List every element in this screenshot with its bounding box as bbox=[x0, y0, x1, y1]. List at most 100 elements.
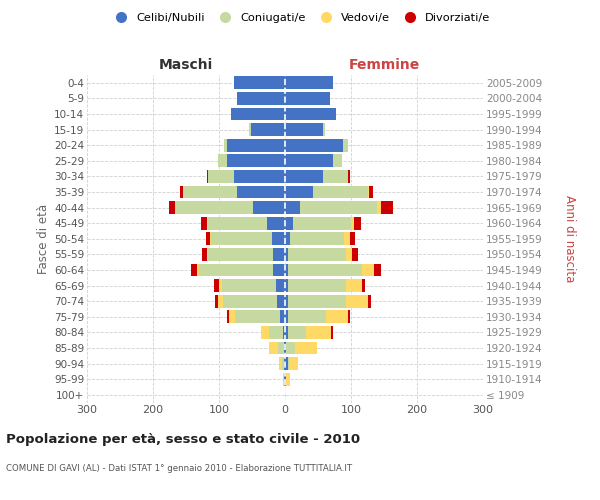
Bar bbox=[285, 232, 290, 245]
Bar bbox=[344, 232, 350, 245]
Bar bbox=[269, 342, 278, 354]
Bar bbox=[351, 217, 355, 230]
Bar bbox=[283, 326, 285, 338]
Bar bbox=[229, 310, 235, 323]
Text: Popolazione per età, sesso e stato civile - 2010: Popolazione per età, sesso e stato civil… bbox=[6, 432, 360, 446]
Bar bbox=[184, 186, 238, 198]
Bar bbox=[191, 264, 197, 276]
Bar bbox=[346, 279, 362, 292]
Y-axis label: Fasce di età: Fasce di età bbox=[37, 204, 50, 274]
Bar bbox=[381, 201, 392, 214]
Bar bbox=[368, 186, 370, 198]
Bar bbox=[287, 310, 326, 323]
Bar bbox=[355, 217, 361, 230]
Bar bbox=[208, 248, 273, 260]
Bar bbox=[224, 139, 227, 151]
Bar bbox=[285, 92, 330, 105]
Bar bbox=[289, 279, 346, 292]
Bar bbox=[285, 108, 337, 120]
Bar bbox=[235, 310, 280, 323]
Bar bbox=[210, 232, 211, 245]
Bar bbox=[331, 326, 332, 338]
Bar bbox=[238, 186, 285, 198]
Bar bbox=[350, 232, 355, 245]
Bar bbox=[346, 248, 352, 260]
Bar bbox=[285, 279, 289, 292]
Bar bbox=[362, 264, 374, 276]
Bar bbox=[208, 217, 266, 230]
Bar bbox=[260, 326, 261, 338]
Bar bbox=[284, 342, 285, 354]
Bar bbox=[285, 139, 343, 151]
Bar bbox=[374, 264, 381, 276]
Bar bbox=[285, 388, 286, 401]
Bar bbox=[269, 326, 283, 338]
Bar bbox=[280, 310, 285, 323]
Bar bbox=[285, 310, 287, 323]
Bar bbox=[273, 264, 285, 276]
Bar bbox=[285, 201, 299, 214]
Bar bbox=[251, 123, 285, 136]
Bar bbox=[180, 186, 184, 198]
Bar bbox=[253, 201, 285, 214]
Bar bbox=[169, 201, 175, 214]
Bar bbox=[278, 342, 284, 354]
Bar bbox=[218, 154, 227, 167]
Bar bbox=[266, 217, 285, 230]
Bar bbox=[286, 342, 295, 354]
Bar bbox=[285, 76, 332, 89]
Bar bbox=[323, 170, 349, 183]
Bar bbox=[227, 310, 229, 323]
Bar bbox=[332, 154, 342, 167]
Bar bbox=[343, 139, 349, 151]
Bar bbox=[202, 248, 207, 260]
Bar bbox=[349, 170, 350, 183]
Bar bbox=[323, 123, 325, 136]
Bar bbox=[207, 248, 208, 260]
Bar bbox=[295, 342, 317, 354]
Bar bbox=[279, 357, 282, 370]
Bar bbox=[223, 294, 277, 308]
Bar bbox=[233, 170, 285, 183]
Bar bbox=[207, 170, 208, 183]
Bar bbox=[285, 372, 286, 386]
Bar bbox=[287, 357, 289, 370]
Bar bbox=[284, 372, 285, 386]
Bar bbox=[285, 217, 293, 230]
Bar bbox=[346, 294, 368, 308]
Text: Femmine: Femmine bbox=[349, 58, 419, 72]
Bar bbox=[289, 294, 346, 308]
Bar bbox=[289, 248, 346, 260]
Bar bbox=[352, 248, 358, 260]
Bar bbox=[285, 294, 289, 308]
Bar bbox=[284, 357, 285, 370]
Bar bbox=[368, 294, 371, 308]
Bar bbox=[285, 357, 287, 370]
Bar bbox=[175, 201, 253, 214]
Bar bbox=[218, 294, 223, 308]
Bar bbox=[286, 372, 290, 386]
Bar bbox=[283, 372, 284, 386]
Bar bbox=[219, 279, 223, 292]
Legend: Celibi/Nubili, Coniugati/e, Vedovi/e, Divorziati/e: Celibi/Nubili, Coniugati/e, Vedovi/e, Di… bbox=[106, 8, 494, 28]
Bar bbox=[197, 264, 199, 276]
Bar bbox=[215, 294, 218, 308]
Bar bbox=[238, 92, 285, 105]
Bar bbox=[285, 326, 287, 338]
Bar bbox=[200, 217, 207, 230]
Y-axis label: Anni di nascita: Anni di nascita bbox=[563, 195, 577, 282]
Bar bbox=[208, 170, 233, 183]
Bar bbox=[207, 217, 208, 230]
Bar bbox=[285, 248, 289, 260]
Bar bbox=[289, 264, 362, 276]
Bar bbox=[214, 279, 219, 292]
Bar bbox=[273, 248, 285, 260]
Bar bbox=[362, 279, 365, 292]
Bar bbox=[250, 123, 251, 136]
Bar bbox=[233, 76, 285, 89]
Bar bbox=[199, 264, 273, 276]
Bar bbox=[277, 279, 285, 292]
Text: Maschi: Maschi bbox=[159, 58, 213, 72]
Bar bbox=[277, 294, 285, 308]
Bar bbox=[313, 186, 368, 198]
